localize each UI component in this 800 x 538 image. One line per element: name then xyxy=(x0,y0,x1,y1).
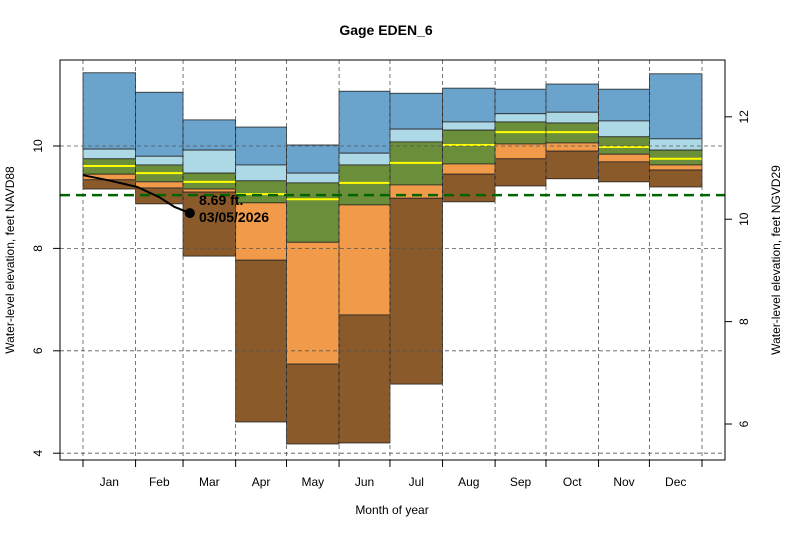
plot-frame xyxy=(59,59,726,461)
band-p25-p10-may xyxy=(286,241,340,365)
band-p75-p25-nov xyxy=(598,136,650,155)
band-p25-p10-dec xyxy=(649,164,703,171)
band-p90-p75-jan xyxy=(82,148,136,160)
band-p10-min-aug xyxy=(442,173,496,203)
band-p10-min-jun xyxy=(338,314,391,444)
band-p75-p25-jun xyxy=(338,164,391,206)
band-p10-min-sep xyxy=(494,158,547,187)
x-tick-label-jul: Jul xyxy=(409,475,424,489)
percentile-bands xyxy=(82,72,703,445)
current-series-line xyxy=(82,174,191,214)
band-max-p90-nov xyxy=(598,88,650,122)
band-p90-p75-feb xyxy=(135,155,184,166)
band-p10-min-apr xyxy=(235,259,287,423)
y-tick-label-left: 8 xyxy=(31,245,45,252)
band-max-p90-jul xyxy=(389,92,443,130)
band-max-p90-jun xyxy=(338,90,391,154)
band-p90-p75-sep xyxy=(494,113,547,123)
x-tick-label-jan: Jan xyxy=(100,475,119,489)
x-tick-label-may: May xyxy=(301,475,324,489)
y-axis-label-right: Water-level elevation, feet NGVD29 xyxy=(769,165,783,355)
band-p90-p75-aug xyxy=(442,121,496,131)
x-tick-label-apr: Apr xyxy=(252,475,271,489)
band-p25-p10-nov xyxy=(598,153,650,163)
x-tick-label-jun: Jun xyxy=(355,475,374,489)
band-max-p90-oct xyxy=(545,83,599,113)
band-p25-p10-feb xyxy=(135,181,184,189)
band-max-p90-aug xyxy=(442,87,496,123)
x-axis-label: Month of year xyxy=(355,503,428,517)
band-p75-p25-aug xyxy=(442,129,496,165)
x-tick-label-aug: Aug xyxy=(458,475,479,489)
band-p90-p75-jun xyxy=(338,152,391,166)
x-tick-label-mar: Mar xyxy=(199,475,220,489)
band-p10-min-jul xyxy=(389,197,443,385)
band-p90-p75-mar xyxy=(182,149,237,174)
y-tick-label-right: 10 xyxy=(737,212,751,226)
y-tick-label-right: 6 xyxy=(737,420,751,427)
grid xyxy=(60,60,725,460)
band-p90-p75-nov xyxy=(598,120,650,138)
marks xyxy=(60,174,725,219)
annotation-date: 03/05/2026 xyxy=(199,209,269,225)
band-max-p90-may xyxy=(286,144,340,174)
y-tick-label-left: 4 xyxy=(31,450,45,457)
x-tick-label-sep: Sep xyxy=(510,475,532,489)
band-p90-p75-dec xyxy=(649,138,703,151)
band-max-p90-jan xyxy=(82,72,136,150)
band-p10-min-dec xyxy=(649,169,703,188)
band-p10-min-oct xyxy=(545,150,599,180)
annotation-value: 8.69 ft. xyxy=(199,192,243,208)
band-p25-p10-jun xyxy=(338,204,391,316)
band-p10-min-nov xyxy=(598,161,650,183)
band-max-p90-feb xyxy=(135,91,184,157)
band-p10-min-may xyxy=(286,363,340,445)
x-tick-label-oct: Oct xyxy=(563,475,582,489)
band-p90-p75-jul xyxy=(389,128,443,143)
band-max-p90-mar xyxy=(182,119,237,151)
band-p90-p75-oct xyxy=(545,111,599,124)
chart-title: Gage EDEN_6 xyxy=(339,22,433,38)
current-point xyxy=(184,208,195,219)
band-max-p90-dec xyxy=(649,73,703,140)
y-tick-label-left: 6 xyxy=(31,347,45,354)
band-p25-p10-aug xyxy=(442,163,496,175)
x-tick-label-nov: Nov xyxy=(613,475,634,489)
y-tick-label-right: 12 xyxy=(737,110,751,124)
y-tick-label-left: 10 xyxy=(31,139,45,153)
y-axis-label-left: Water-level elevation, feet NAVD88 xyxy=(3,166,17,354)
band-p90-p75-may xyxy=(286,172,340,184)
band-max-p90-sep xyxy=(494,88,547,115)
x-tick-label-dec: Dec xyxy=(665,475,686,489)
band-p90-p75-apr xyxy=(235,164,287,182)
y-tick-label-right: 8 xyxy=(737,318,751,325)
axes: 4 6 8 10 6 8 10 12 Jan Feb Mar Apr May Jun Jul Aug Sep Oc… xyxy=(31,110,751,489)
band-p75-p25-may xyxy=(286,182,340,243)
band-p10-min-mar xyxy=(182,191,237,257)
band-p75-p25-dec xyxy=(649,149,703,166)
x-tick-label-feb: Feb xyxy=(149,475,170,489)
band-p25-p10-oct xyxy=(545,142,599,152)
